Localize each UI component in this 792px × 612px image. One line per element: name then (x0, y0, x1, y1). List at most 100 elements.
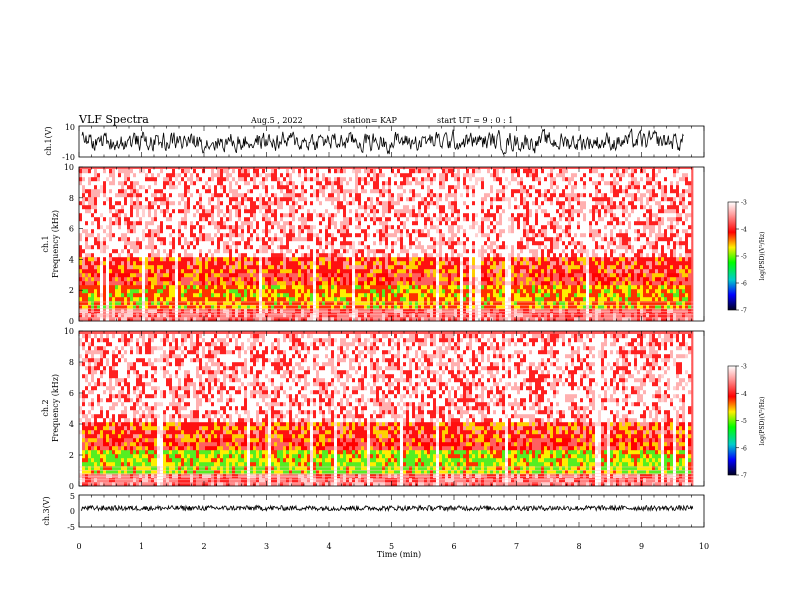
spectrogram-cell (424, 281, 428, 286)
spectrogram-cell (361, 273, 365, 278)
spectrogram-cell (316, 205, 320, 210)
spectrogram-cell (241, 217, 245, 222)
spectrogram-cell (352, 209, 356, 214)
spectrogram-cell (136, 293, 140, 298)
spectrogram-cell (208, 233, 212, 238)
spectrogram-cell (97, 265, 101, 270)
spectrogram-cell (376, 241, 380, 246)
spectrogram-cell (163, 245, 167, 250)
spectrogram-cell (196, 281, 200, 286)
spectrogram-cell (277, 169, 281, 174)
spectrogram-cell (370, 209, 374, 214)
spectrogram-cell (388, 305, 392, 310)
spectrogram-cell (283, 313, 287, 318)
spectrogram-cell (133, 265, 137, 270)
spectrogram-cell (247, 193, 251, 198)
spectrogram-cell (292, 241, 296, 246)
spectrogram-cell (382, 209, 386, 214)
spectrogram-cell (154, 265, 158, 270)
spectrogram-cell (379, 177, 383, 182)
spectrogram-cell (223, 317, 227, 322)
spectrogram-cell (271, 245, 275, 250)
spectrogram-cell (394, 261, 398, 266)
spectrogram-cell (427, 257, 431, 262)
spectrogram-cell (109, 305, 113, 310)
spectrogram-cell (295, 265, 299, 270)
spectrogram-cell (349, 205, 353, 210)
spectrogram-cell (121, 185, 125, 190)
spectrogram-cell (199, 237, 203, 242)
spectrogram-cell (241, 233, 245, 238)
spectrogram-cell (97, 305, 101, 310)
spectrogram-cell (355, 233, 359, 238)
spectrogram-cell (340, 245, 344, 250)
spectrogram-cell (286, 249, 290, 254)
spectrogram-cell (454, 189, 458, 194)
spectrogram-cell (163, 309, 167, 314)
spectrogram-cell (79, 189, 83, 194)
spectrogram-cell (91, 289, 95, 294)
spectrogram-cell (160, 237, 164, 242)
spectrogram-cell (442, 281, 446, 286)
spectrogram-cell (427, 265, 431, 270)
spectrogram-cell (208, 225, 212, 230)
spectrogram-cell (190, 285, 194, 290)
spectrogram-cell (124, 225, 128, 230)
spectrogram-cell (430, 261, 434, 266)
spectrogram-cell (187, 225, 191, 230)
spectrogram-cell (127, 293, 131, 298)
spectrogram-cell (127, 273, 131, 278)
spectrogram-cell (436, 273, 440, 278)
spectrogram-cell (124, 305, 128, 310)
spectrogram-cell (274, 289, 278, 294)
spectrogram-cell (427, 169, 431, 174)
spectrogram-cell (154, 181, 158, 186)
spectrogram-cell (157, 273, 161, 278)
spectrogram-cell (376, 173, 380, 178)
spectrogram-cell (103, 221, 107, 226)
spectrogram-cell (247, 265, 251, 270)
spectrogram-cell (295, 241, 299, 246)
spectrogram-cell (196, 229, 200, 234)
spectrogram-cell (250, 293, 254, 298)
spectrogram-cell (406, 301, 410, 306)
spectrogram-cell (280, 253, 284, 258)
spectrogram-cell (298, 273, 302, 278)
spectrogram-cell (220, 233, 224, 238)
spectrogram-cell (421, 217, 425, 222)
spectrogram-cell (457, 225, 461, 230)
spectrogram-cell (190, 313, 194, 318)
spectrogram-cell (289, 317, 293, 322)
spectrogram-cell (115, 221, 119, 226)
spectrogram-cell (310, 249, 314, 254)
spectrogram-cell (250, 173, 254, 178)
spectrogram-cell (322, 185, 326, 190)
spectrogram-cell (400, 245, 404, 250)
spectrogram-cell (310, 285, 314, 290)
spectrogram-cell (265, 245, 269, 250)
spectrogram-cell (433, 177, 437, 182)
spectrogram-cell (430, 289, 434, 294)
spectrogram-cell (121, 261, 125, 266)
spectrogram-cell (283, 297, 287, 302)
spectrogram-cell (178, 265, 182, 270)
spectrogram-cell (295, 185, 299, 190)
spectrogram-cell (217, 201, 221, 206)
spectrogram-cell (142, 241, 146, 246)
spectrogram-cell (97, 273, 101, 278)
spectrogram-cell (310, 209, 314, 214)
spectrogram-cell (262, 181, 266, 186)
spectrogram-cell (433, 229, 437, 234)
spectrogram-cell (244, 213, 248, 218)
spectrogram-cell (163, 293, 167, 298)
spectrogram-cell (157, 209, 161, 214)
spectrogram-cell (295, 209, 299, 214)
spectrogram-cell (265, 173, 269, 178)
spectrogram-cell (202, 249, 206, 254)
spectrogram-cell (433, 305, 437, 310)
spectrogram-cell (313, 185, 317, 190)
spectrogram-cell (97, 201, 101, 206)
spectrogram-cell (346, 273, 350, 278)
spectrogram-cell (286, 217, 290, 222)
spectrogram-cell (304, 221, 308, 226)
